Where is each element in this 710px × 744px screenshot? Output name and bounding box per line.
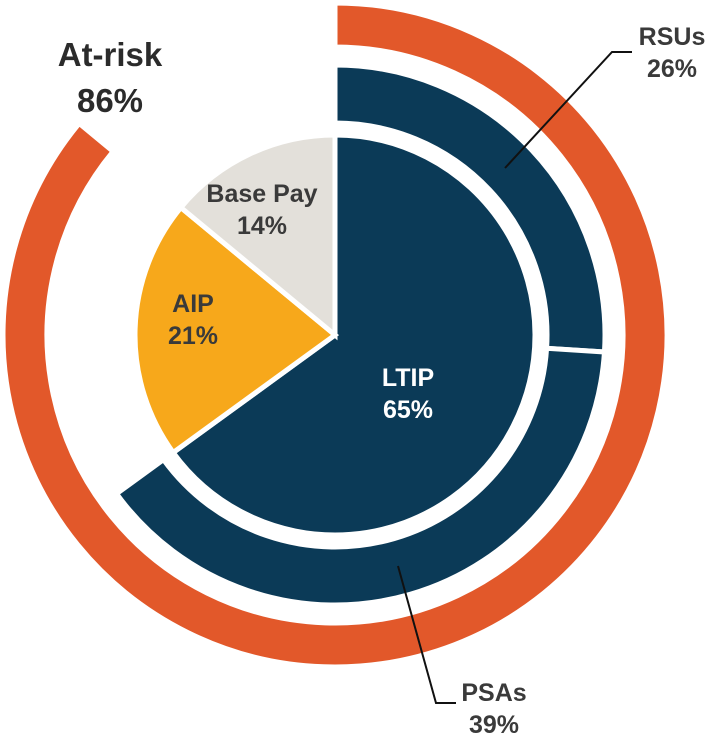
outer-arc-at-risk (0, 0, 670, 670)
leader-line-rsus (504, 51, 632, 169)
label-aip-value: 21% (168, 322, 218, 350)
slice-base-pay (177, 132, 338, 341)
slice-aip (132, 203, 340, 457)
label-at-risk-value: 86% (77, 82, 143, 119)
chart-labels: LTIP 65% AIP 21% Base Pay 14% RSUs 26% P… (58, 23, 706, 739)
ring-segment-psas (113, 345, 608, 608)
label-rsus-value: 26% (647, 55, 697, 83)
label-psas-value: 39% (469, 711, 519, 739)
label-ltip-value: 65% (383, 396, 433, 424)
leader-line-psas (397, 565, 456, 704)
label-base-pay-name: Base Pay (206, 180, 317, 208)
label-base-pay-value: 14% (237, 212, 287, 240)
label-ltip-name: LTIP (382, 364, 434, 392)
slice-ltip (169, 132, 538, 538)
label-at-risk-name: At-risk (58, 36, 163, 73)
leader-lines (397, 51, 632, 704)
label-rsus-name: RSUs (639, 23, 706, 51)
label-psas-name: PSAs (461, 679, 526, 707)
chart-marks (0, 0, 670, 670)
label-aip-name: AIP (172, 290, 214, 318)
